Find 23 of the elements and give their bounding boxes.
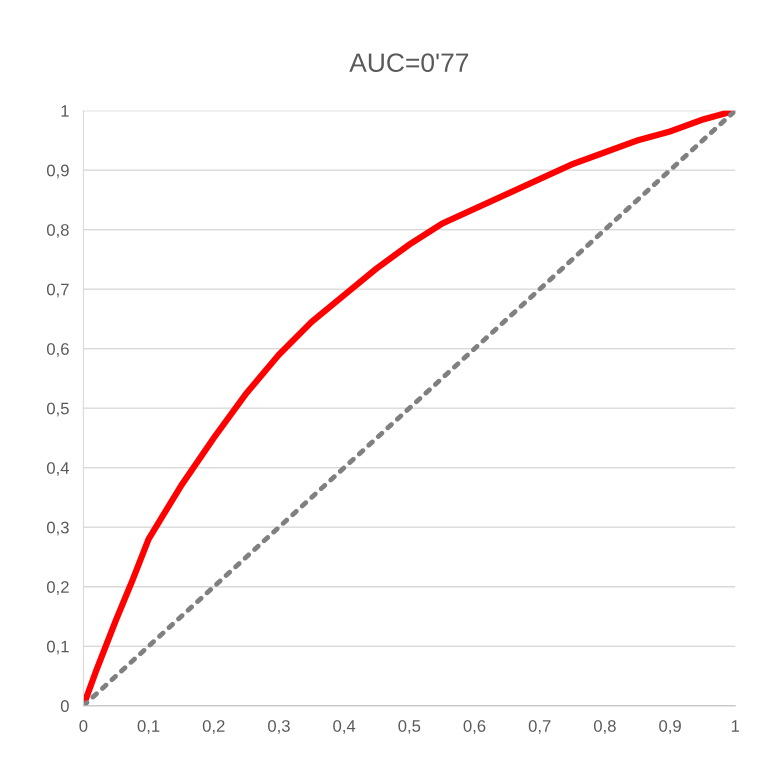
x-tick-label: 0,8 xyxy=(594,720,616,734)
y-tick-label: 0,1 xyxy=(46,640,69,654)
x-tick-label: 0,4 xyxy=(333,720,356,734)
y-tick-label: 0,2 xyxy=(46,581,69,595)
y-tick-label: 0 xyxy=(60,700,69,712)
chart-title: AUC=0'77 xyxy=(349,53,468,72)
x-tick-label: 0 xyxy=(79,720,88,732)
x-tick-label: 0,6 xyxy=(464,720,486,734)
x-tick-label: 0,5 xyxy=(398,720,420,734)
y-tick-label: 0,3 xyxy=(46,522,69,536)
y-tick-label: 0,9 xyxy=(46,164,69,178)
y-tick-label: 0,8 xyxy=(46,224,69,238)
x-tick-label: 0,2 xyxy=(202,720,225,734)
x-tick-label: 0,7 xyxy=(528,720,550,734)
y-tick-label: 0,7 xyxy=(46,284,69,298)
y-tick-label: 1 xyxy=(61,105,69,117)
x-tick-label: 0,1 xyxy=(138,720,160,734)
y-tick-label: 0,5 xyxy=(46,402,69,416)
x-tick-label: 1 xyxy=(732,720,740,732)
y-tick-label: 0,4 xyxy=(46,462,70,476)
y-tick-label: 0,6 xyxy=(46,343,69,357)
x-tick-label: 0,9 xyxy=(659,720,681,734)
x-tick-label: 0,3 xyxy=(268,720,290,734)
